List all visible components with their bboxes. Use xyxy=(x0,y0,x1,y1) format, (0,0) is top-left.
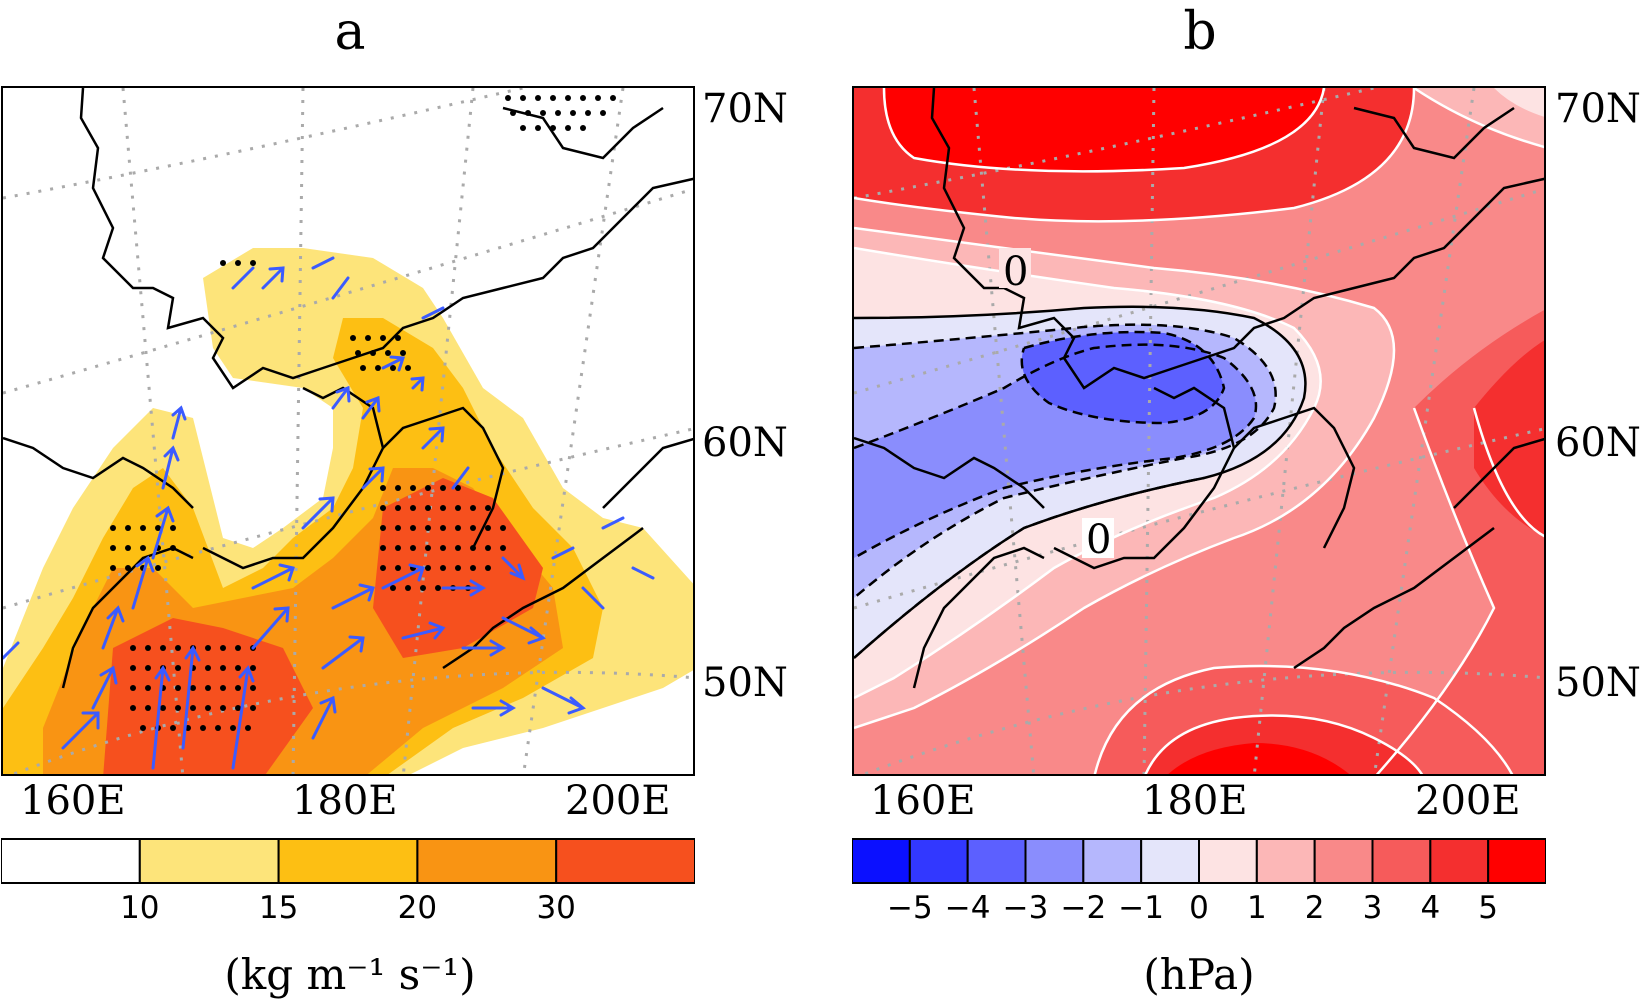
panel-b-colorbar-swatch xyxy=(1140,838,1200,884)
panel-a-colorbar-swatch xyxy=(138,838,280,884)
panel-b-colorbar-swatch xyxy=(1429,838,1490,884)
coastlines-b xyxy=(854,88,1544,689)
panel-b-colorbar-svg xyxy=(852,838,1546,884)
panel-a-colorbar-tick: 10 xyxy=(120,890,160,926)
panel-a-colorbar-tick: 20 xyxy=(397,890,438,926)
panel-b-colorbar-tick: 3 xyxy=(1362,890,1383,926)
panel-b-colorbar-tick: −4 xyxy=(944,890,991,926)
contour-label-bg-2 xyxy=(1082,518,1114,558)
panel-a-lat-label-70n: 70N xyxy=(702,86,788,132)
panel-b-colorbar-swatch xyxy=(1313,838,1374,884)
panel-b-colorbar-tick: 0 xyxy=(1189,890,1209,926)
panel-b-colorbar-swatch xyxy=(1198,838,1258,884)
panel-b-colorbar xyxy=(852,838,1546,884)
panel-b-colorbar-tick: 5 xyxy=(1478,890,1499,926)
panel-b-colorbar-swatch xyxy=(1371,838,1432,884)
panel-b-colorbar-tick: −3 xyxy=(1002,890,1049,926)
panel-b-map-svg: 0 0 xyxy=(854,88,1544,774)
panel-b-lat-label-60n: 60N xyxy=(1555,420,1641,466)
panel-a-lon-label-160e: 160E xyxy=(20,778,126,824)
panel-a-colorbar-swatch xyxy=(277,838,419,884)
panel-b-map: 0 0 xyxy=(852,86,1546,776)
panel-b-colorbar-tick: −2 xyxy=(1060,890,1107,926)
panel-a-lon-label-180e: 180E xyxy=(292,778,398,824)
panel-b-colorbar-swatch xyxy=(1487,838,1546,884)
panel-a-title: a xyxy=(334,2,366,62)
panel-a-lat-label-50n: 50N xyxy=(702,660,788,706)
panel-b-colorbar-swatch xyxy=(1082,838,1143,884)
panel-a-colorbar-swatch xyxy=(555,838,695,884)
panel-a-map-svg xyxy=(3,88,693,774)
zero-contour xyxy=(854,305,1307,659)
panel-b-units: (hPa) xyxy=(1143,950,1255,999)
panel-a-colorbar-swatch xyxy=(1,838,141,884)
panel-a-units: (kg m⁻¹ s⁻¹) xyxy=(224,950,476,999)
panel-a-colorbar-tick: 15 xyxy=(258,890,299,926)
panel-b-lon-label-160e: 160E xyxy=(870,778,976,824)
panel-a-map xyxy=(1,86,695,776)
graticule xyxy=(3,88,693,774)
panel-a-lon-label-200e: 200E xyxy=(565,778,671,824)
contour-label-zero-lower: 0 xyxy=(1086,517,1111,563)
contour-label-bg-1 xyxy=(999,248,1031,288)
panel-a-colorbar-tick: 30 xyxy=(536,890,576,926)
panel-b-colorbar-swatch xyxy=(1024,838,1085,884)
moisture-flux-vectors xyxy=(3,256,655,770)
panel-a-colorbar xyxy=(1,838,695,884)
panel-b-colorbar-swatch xyxy=(1255,838,1316,884)
panel-b-colorbar-tick: −1 xyxy=(1118,890,1164,926)
panel-b-colorbar-tick: −5 xyxy=(886,890,933,926)
panel-b-colorbar-tick: 4 xyxy=(1420,890,1441,926)
panel-b-lat-label-70n: 70N xyxy=(1555,86,1641,132)
panel-b-title: b xyxy=(1183,2,1217,62)
positive-contours xyxy=(854,88,1544,774)
panel-b-colorbar-tick: 1 xyxy=(1246,890,1267,926)
panel-b-colorbar-swatch xyxy=(852,838,911,884)
pressure-shading xyxy=(854,88,1544,774)
panel-b-lon-label-200e: 200E xyxy=(1415,778,1521,824)
panel-b-lon-label-180e: 180E xyxy=(1142,778,1248,824)
panel-b-colorbar-swatch xyxy=(908,838,969,884)
contour-label-zero-upper: 0 xyxy=(1003,249,1028,295)
panel-a-colorbar-svg xyxy=(1,838,695,884)
panel-a-lat-label-60n: 60N xyxy=(702,420,788,466)
moisture-flux-shading xyxy=(3,248,693,774)
panel-b-colorbar-tick: 2 xyxy=(1304,890,1325,926)
panel-b-colorbar-swatch xyxy=(966,838,1027,884)
panel-a-colorbar-swatch xyxy=(416,838,558,884)
panel-b-lat-label-50n: 50N xyxy=(1555,660,1641,706)
